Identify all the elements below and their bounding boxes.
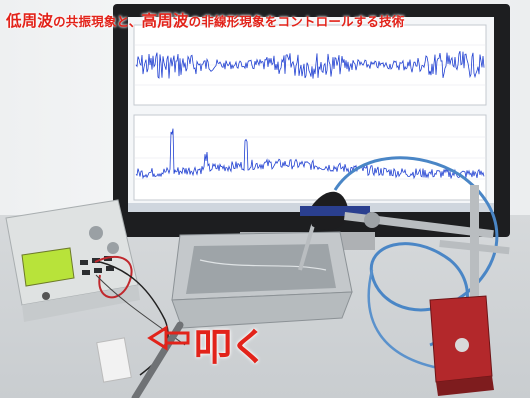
impact-label: 叩く [194, 325, 268, 369]
probe-holder [298, 191, 494, 271]
caption-title: 低周波の共振現象と、高周波の非線形現象をコントロールする技術 [6, 9, 526, 31]
impact-arrow-icon [147, 325, 190, 351]
blue-sensor-cable [333, 156, 499, 347]
time-domain-waveform [135, 51, 485, 79]
lower-plot-frame [133, 114, 487, 201]
caption-high-freq: 高周波 [141, 12, 189, 30]
caption-nonlinear: の非線形現象をコントロールする技術 [188, 14, 405, 29]
waveform-display [133, 24, 487, 201]
frequency-spectrum-waveform [135, 128, 485, 180]
function-generator [5, 199, 140, 322]
caption-resonance: の共振現象と、 [53, 14, 142, 29]
caption-low-freq: 低周波 [6, 12, 54, 30]
steel-tray [171, 231, 353, 329]
red-cable [94, 256, 133, 299]
generator-display [21, 247, 75, 287]
impact-hammer [96, 321, 184, 398]
magnetic-base-stand [429, 185, 510, 396]
generator-knob [89, 226, 103, 240]
